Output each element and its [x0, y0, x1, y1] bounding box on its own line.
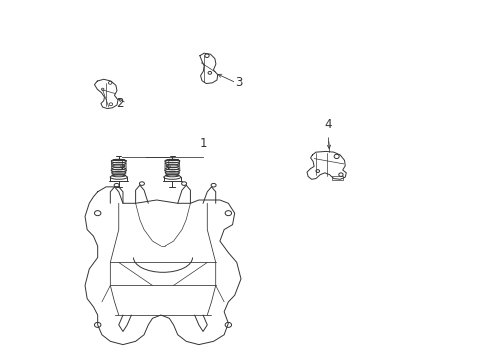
Text: 1: 1 — [199, 137, 207, 150]
Text: 4: 4 — [324, 118, 331, 131]
Bar — [331, 176, 342, 180]
Text: 3: 3 — [235, 76, 243, 89]
Text: 2: 2 — [116, 97, 123, 110]
